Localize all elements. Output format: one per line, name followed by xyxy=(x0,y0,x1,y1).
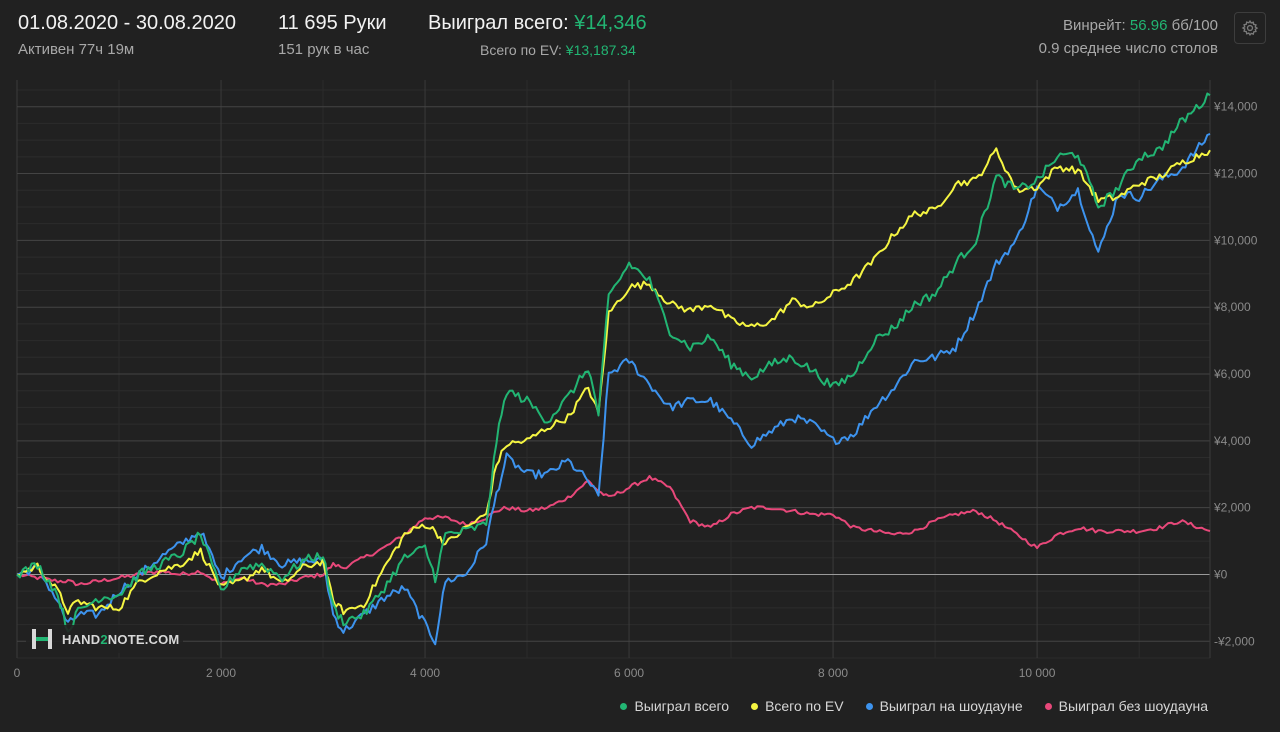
y-tick-label: ¥12,000 xyxy=(1213,167,1258,181)
y-tick-label: ¥6,000 xyxy=(1213,367,1251,381)
gear-icon xyxy=(1241,19,1259,37)
logo-text: HAND2NOTE.COM xyxy=(62,631,180,647)
legend-non-showdown[interactable]: Выиграл без шоудауна xyxy=(1044,698,1208,714)
series-ev-line xyxy=(16,147,1211,616)
legend-non-showdown-label: Выиграл без шоудауна xyxy=(1058,698,1208,714)
legend-ev-dot xyxy=(751,702,759,710)
winrate-label: Винрейт: xyxy=(1062,17,1126,34)
h2n-logo-icon xyxy=(32,629,52,649)
legend-ev[interactable]: Всего по EV xyxy=(751,698,844,714)
x-tick-label: 8 000 xyxy=(818,666,848,680)
series-showdown-line xyxy=(16,132,1211,646)
legend-ev-label: Всего по EV xyxy=(765,698,844,714)
y-tick-label: ¥4,000 xyxy=(1213,434,1251,448)
y-tick-label: ¥0 xyxy=(1213,567,1228,581)
y-tick-label: ¥8,000 xyxy=(1213,300,1251,314)
x-tick-label: 4 000 xyxy=(410,666,440,680)
y-tick-label: ¥14,000 xyxy=(1213,100,1258,114)
legend-showdown[interactable]: Выиграл на шоудауне xyxy=(865,698,1023,714)
winrate: Винрейт: 56.96 бб/100 xyxy=(1063,17,1218,34)
date-range: 01.08.2020 - 30.08.2020 xyxy=(18,12,236,34)
won-total-label: Выиграл всего: xyxy=(428,12,569,34)
avg-tables: 0.9 среднее число столов xyxy=(1038,40,1218,57)
ev-total: Всего по EV: ¥13,187.34 xyxy=(480,42,636,58)
legend-won-label: Выиграл всего xyxy=(634,698,730,714)
legend-non-showdown-dot xyxy=(1044,702,1052,710)
chart-legend: Выиграл всего Всего по EV Выиграл на шоу… xyxy=(620,698,1208,714)
y-tick-label: ¥2,000 xyxy=(1213,501,1251,515)
x-tick-label: 2 000 xyxy=(206,666,236,680)
winrate-unit: бб/100 xyxy=(1171,17,1218,34)
y-tick-label: -¥2,000 xyxy=(1214,634,1255,648)
brand-logo: HAND2NOTE.COM xyxy=(26,625,184,653)
x-tick-label: 10 000 xyxy=(1019,666,1056,680)
hands-per-hour: 151 рук в час xyxy=(278,41,370,58)
y-tick-label: ¥10,000 xyxy=(1213,233,1258,247)
summary-header: 01.08.2020 - 30.08.2020 Активен 77ч 19м … xyxy=(0,0,1280,80)
won-total: Выиграл всего: ¥14,346 xyxy=(428,12,647,35)
series-won-line xyxy=(16,92,1211,633)
legend-won-dot xyxy=(620,702,628,710)
settings-button[interactable] xyxy=(1234,12,1266,44)
winrate-value: 56.96 xyxy=(1129,17,1168,34)
hands-count: 11 695 Руки xyxy=(278,12,387,34)
won-total-value: ¥14,346 xyxy=(574,12,647,34)
legend-showdown-label: Выиграл на шоудауне xyxy=(879,698,1023,714)
x-tick-label: 6 000 xyxy=(614,666,644,680)
x-tick-label: 0 xyxy=(14,666,21,680)
ev-total-label: Всего по EV: xyxy=(480,42,562,58)
active-time: Активен 77ч 19м xyxy=(18,41,135,58)
ev-total-value: ¥13,187.34 xyxy=(565,42,636,58)
legend-won[interactable]: Выиграл всего xyxy=(620,698,729,714)
series-non-showdown-line xyxy=(16,475,1211,588)
legend-showdown-dot xyxy=(865,702,873,710)
